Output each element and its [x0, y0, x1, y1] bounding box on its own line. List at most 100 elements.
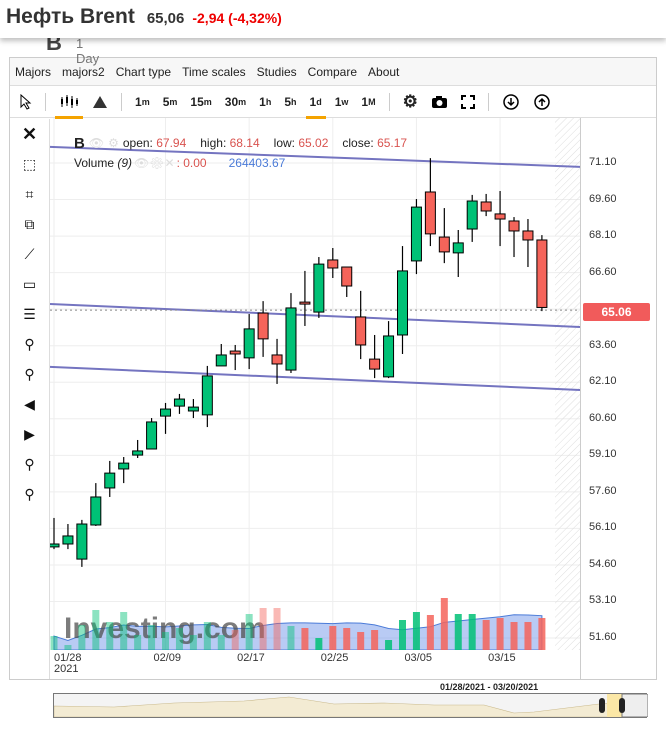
zoom-in-icon[interactable]: ⚲ — [24, 335, 35, 352]
crosshair-icon[interactable]: ⌗ — [25, 185, 34, 202]
price-axis[interactable]: 71.10 69.60 68.10 66.60 63.60 62.10 60.60 59.10… — [580, 118, 657, 680]
candle-body — [201, 375, 213, 416]
area-chart-icon[interactable] — [92, 91, 108, 113]
candle-body — [452, 242, 464, 254]
clone-icon[interactable]: ⧉ — [24, 215, 35, 232]
x-tick-label: 02/09 — [154, 653, 182, 664]
candle-body — [536, 239, 548, 308]
candlestick-chart-icon[interactable] — [55, 91, 83, 119]
volume-bar — [510, 622, 518, 650]
timescale-30m[interactable]: 30 m — [225, 91, 246, 113]
menu-time-scales[interactable]: Time scales — [182, 64, 246, 79]
timescale-unit: h — [265, 96, 272, 107]
fullscreen-icon[interactable] — [460, 91, 475, 113]
y-tick-label: 59.10 — [589, 448, 617, 461]
rectangle-icon[interactable]: ▭ — [22, 275, 37, 292]
x-tick-date: 02/25 — [320, 652, 349, 664]
candle-body — [285, 307, 297, 371]
volume-bar — [217, 635, 225, 650]
cloud-upload-icon[interactable] — [533, 91, 551, 113]
high-label: high: — [200, 136, 227, 150]
zoom-fit-icon[interactable]: ⚲ — [24, 485, 35, 502]
cursor-icon[interactable] — [20, 91, 32, 113]
timescale-number: 5 — [162, 94, 170, 109]
volume-bar — [287, 626, 295, 650]
zoom-reset-icon[interactable]: ⚲ — [24, 455, 35, 472]
timescale-number: 30 — [224, 94, 239, 109]
close-value: 65.17 — [377, 136, 408, 150]
settings-gear-icon[interactable]: ⚙ — [402, 91, 418, 111]
y-tick-label: 53.10 — [589, 594, 617, 607]
x-tick-label: 02/25 — [321, 653, 349, 664]
volume-eye-icon[interactable]: 👁⚙✕ — [134, 156, 175, 170]
x-tick-label: 03/15 — [488, 653, 516, 664]
navigator[interactable] — [53, 693, 649, 718]
divider — [121, 92, 122, 111]
camera-icon[interactable] — [431, 91, 448, 113]
trend-line — [50, 145, 580, 168]
candle-body — [160, 408, 172, 417]
menu-chart-type[interactable]: Chart type — [115, 64, 172, 79]
menu-about[interactable]: About — [368, 64, 400, 79]
x-tick-date: 03/05 — [404, 652, 432, 664]
timescale-unit: m — [238, 96, 247, 107]
candle-body — [271, 354, 283, 365]
x-tick-date: 03/15 — [488, 652, 516, 664]
close-icon[interactable]: ✕ — [21, 123, 38, 144]
menu-majors[interactable]: Majors — [15, 64, 52, 79]
menu-studies[interactable]: Studies — [256, 64, 297, 79]
candle-body — [257, 312, 269, 340]
y-tick-label: 71.10 — [589, 156, 617, 168]
candle-body — [341, 266, 353, 287]
settings-icon[interactable]: ⚙ — [108, 136, 119, 150]
zoom-out-icon[interactable]: ⚲ — [24, 365, 35, 382]
timescale-number: 1 — [334, 94, 342, 109]
navigator-area — [53, 693, 649, 718]
candle-body — [299, 301, 311, 305]
volume-bar — [468, 614, 476, 650]
trend-line-icon[interactable]: ⟋ — [24, 245, 35, 262]
candle-body — [76, 523, 88, 560]
timescale-number: 1 — [135, 94, 142, 109]
cloud-download-icon[interactable] — [502, 91, 520, 113]
volume-bar — [538, 618, 546, 650]
y-tick-label: 57.60 — [589, 484, 617, 497]
navigator-right-handle[interactable] — [619, 698, 625, 713]
timescale-unit: m — [169, 96, 178, 107]
volume-bar — [371, 630, 379, 650]
scroll-right-icon[interactable]: ▶ — [24, 425, 35, 442]
scroll-left-icon[interactable]: ◀ — [24, 395, 35, 412]
timescale-number: 15 — [190, 94, 204, 109]
fibonacci-lines-icon[interactable]: ☰ — [23, 305, 36, 322]
volume-bar — [106, 622, 114, 650]
instrument-name: Нефть Brent — [6, 5, 135, 28]
x-tick-year: 2021 — [54, 663, 79, 675]
volume-bar — [92, 610, 100, 650]
visibility-eye-icon[interactable]: 👁 — [88, 136, 105, 150]
volume-bar — [231, 630, 239, 650]
menu-majors2[interactable]: majors2 — [62, 64, 105, 79]
candle-body — [480, 201, 492, 212]
price-chart-plot[interactable]: Investing.com — [50, 118, 580, 650]
volume-bar — [189, 635, 197, 650]
period-label: 1 Day — [76, 36, 100, 66]
menu-compare[interactable]: Compare — [307, 64, 358, 79]
navigator-range: 01/28/2021 - 03/20/2021 — [440, 682, 539, 692]
volume-bar — [78, 625, 86, 650]
zoom-select-icon[interactable]: ⬚ — [22, 155, 37, 172]
divider — [487, 92, 489, 111]
timescale-unit: m — [141, 96, 150, 107]
y-tick-label: 56.10 — [589, 521, 617, 534]
navigator-left-handle[interactable] — [599, 698, 605, 713]
timescale-15m[interactable]: 15 m — [190, 91, 211, 113]
investing-watermark: Investing.com — [64, 612, 266, 645]
current-price-label: 65.06 — [583, 303, 650, 321]
candle-body — [438, 236, 450, 253]
